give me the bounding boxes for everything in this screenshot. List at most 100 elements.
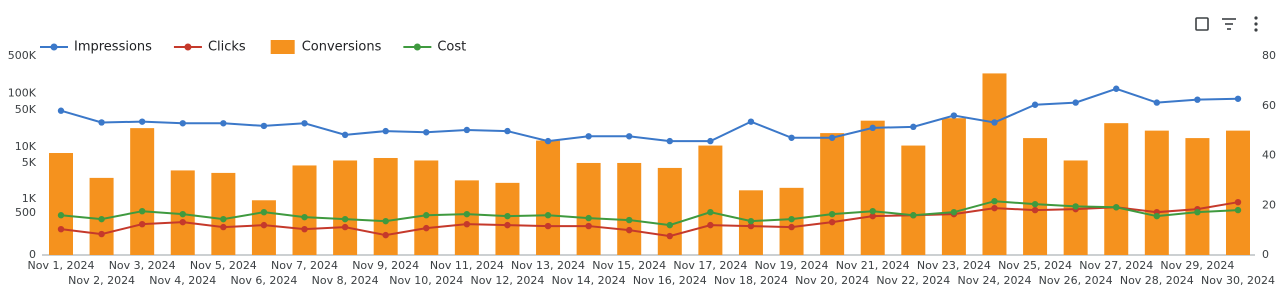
bar [454, 180, 479, 255]
bar [373, 157, 398, 255]
x-tick-label: Nov 7, 2024 [271, 259, 338, 272]
point [828, 218, 836, 226]
point [666, 232, 673, 240]
x-tick-label: Nov 21, 2024 [836, 259, 910, 272]
point [666, 221, 673, 229]
bar [698, 145, 723, 255]
point [463, 220, 471, 228]
point [260, 122, 268, 130]
point [341, 215, 349, 223]
point [423, 129, 430, 136]
x-tick-label: Nov 8, 2024 [312, 274, 379, 287]
point [463, 126, 471, 134]
bar [941, 118, 966, 255]
point [301, 225, 308, 233]
more-icon[interactable] [1254, 16, 1258, 32]
bar [1226, 130, 1250, 255]
line [60, 87, 1239, 143]
point [869, 207, 876, 215]
point [220, 120, 227, 127]
bar [901, 145, 926, 255]
x-tick-label: Nov 5, 2024 [190, 259, 257, 272]
bar [860, 120, 885, 255]
point [220, 223, 227, 231]
x-tick-label: Nov 13, 2024 [511, 259, 585, 272]
point [1153, 99, 1161, 106]
point [950, 112, 958, 119]
point [138, 207, 146, 215]
x-tick-label: Nov 18, 2024 [714, 274, 788, 287]
point [423, 212, 430, 219]
y2-tick-label: 60 [1262, 99, 1276, 112]
point [747, 222, 755, 230]
line [60, 200, 1239, 227]
line [60, 201, 1239, 238]
x-tick-label: Nov 19, 2024 [755, 259, 829, 272]
point [57, 107, 65, 114]
point [179, 120, 186, 127]
x-tick-label: Nov 3, 2024 [109, 259, 176, 272]
point [220, 215, 227, 223]
point [138, 118, 146, 125]
x-tick-label: Nov 4, 2024 [149, 274, 216, 287]
point [504, 221, 511, 229]
point [1234, 95, 1242, 102]
bar [536, 140, 561, 255]
point [341, 223, 349, 231]
y-tick-label: 500K [8, 49, 37, 62]
bar [1023, 138, 1048, 255]
point [382, 217, 389, 225]
bar [657, 167, 682, 255]
point [98, 230, 105, 238]
point [504, 127, 511, 135]
point [828, 210, 836, 218]
point [626, 216, 633, 224]
bar [617, 162, 642, 255]
point [788, 223, 795, 231]
point [301, 120, 308, 127]
legend-swatch [184, 43, 192, 51]
y-tick-label: 1K [22, 192, 37, 205]
legend-item: Clicks [173, 40, 246, 55]
point [747, 118, 755, 125]
y-tick-label: 5K [22, 156, 37, 169]
point [991, 204, 998, 212]
x-tick-label: Nov 10, 2024 [389, 274, 463, 287]
point [747, 217, 755, 225]
x-tick-label: Nov 16, 2024 [633, 274, 707, 287]
point [626, 226, 633, 234]
point [423, 224, 430, 232]
point [1072, 203, 1079, 210]
point [788, 215, 795, 223]
legend-label: Cost [437, 40, 466, 55]
point [626, 133, 633, 140]
point [1234, 206, 1242, 214]
point [707, 137, 714, 145]
x-tick-label: Nov 24, 2024 [958, 274, 1032, 287]
x-tick-label: Nov 14, 2024 [552, 274, 626, 287]
y-tick-label: 50K [15, 103, 37, 116]
bar [1144, 130, 1169, 255]
point [260, 208, 268, 216]
x-tick-label: Nov 25, 2024 [998, 259, 1072, 272]
x-tick-label: Nov 23, 2024 [917, 259, 991, 272]
filter-icon[interactable] [1222, 18, 1236, 30]
chart-type-icon[interactable] [1195, 17, 1209, 31]
bar [1104, 123, 1129, 255]
point [138, 220, 146, 228]
point [1113, 85, 1120, 92]
x-tick-label: Nov 22, 2024 [876, 274, 950, 287]
legend-label: Conversions [302, 40, 382, 55]
bar [292, 165, 317, 255]
x-tick-label: Nov 9, 2024 [352, 259, 419, 272]
y2-tick-label: 80 [1262, 49, 1276, 62]
bar [820, 133, 845, 255]
point [98, 215, 105, 223]
bar [414, 160, 439, 255]
y2-tick-label: 0 [1262, 248, 1269, 261]
point [707, 208, 714, 216]
point [869, 124, 876, 132]
legend-item: Impressions [40, 40, 152, 55]
